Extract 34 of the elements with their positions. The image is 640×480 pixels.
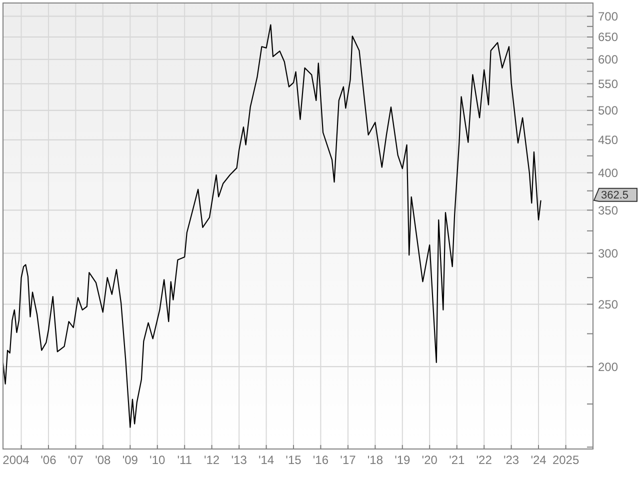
y-tick-label: 500	[598, 104, 618, 118]
x-tick-label: '21	[449, 453, 466, 467]
y-tick-label: 350	[598, 203, 618, 218]
x-tick-label: '13	[231, 453, 248, 467]
x-tick-label: '06	[40, 453, 57, 467]
x-tick-label: '20	[422, 453, 438, 467]
y-tick-label: 200	[598, 360, 618, 374]
y-tick-label: 300	[598, 246, 618, 260]
x-tick-label: 2004	[2, 453, 30, 467]
x-tick-label: '11	[177, 453, 192, 467]
y-tick-label: 250	[598, 297, 618, 312]
x-tick-label: '09	[122, 453, 138, 467]
x-tick-label: '17	[340, 453, 356, 467]
x-tick-label: '07	[68, 453, 84, 467]
x-tick-label: '19	[394, 453, 411, 467]
y-tick-label: 700	[598, 9, 618, 24]
x-tick-label: '14	[258, 453, 274, 467]
x-tick-label: '15	[286, 453, 302, 467]
x-tick-label: '08	[95, 453, 112, 467]
x-tick-label: '16	[312, 453, 329, 467]
y-tick-label: 400	[598, 166, 618, 180]
x-tick-label: '18	[367, 453, 384, 467]
text: 362.5	[601, 189, 629, 202]
x-tick-label: '10	[150, 453, 166, 467]
x-tick-label: '24	[530, 453, 547, 467]
x-tick-label: '12	[204, 453, 220, 467]
line-series	[2, 24, 542, 428]
y-tick-label: 550	[598, 76, 618, 91]
y-tick-label: 450	[598, 133, 618, 148]
y-tick-label: 600	[598, 52, 618, 67]
x-tick-label: 2025	[552, 453, 580, 467]
x-tick-label: '22	[476, 453, 492, 467]
y-tick-label: 650	[598, 30, 618, 44]
x-tick-label: '23	[503, 453, 520, 467]
